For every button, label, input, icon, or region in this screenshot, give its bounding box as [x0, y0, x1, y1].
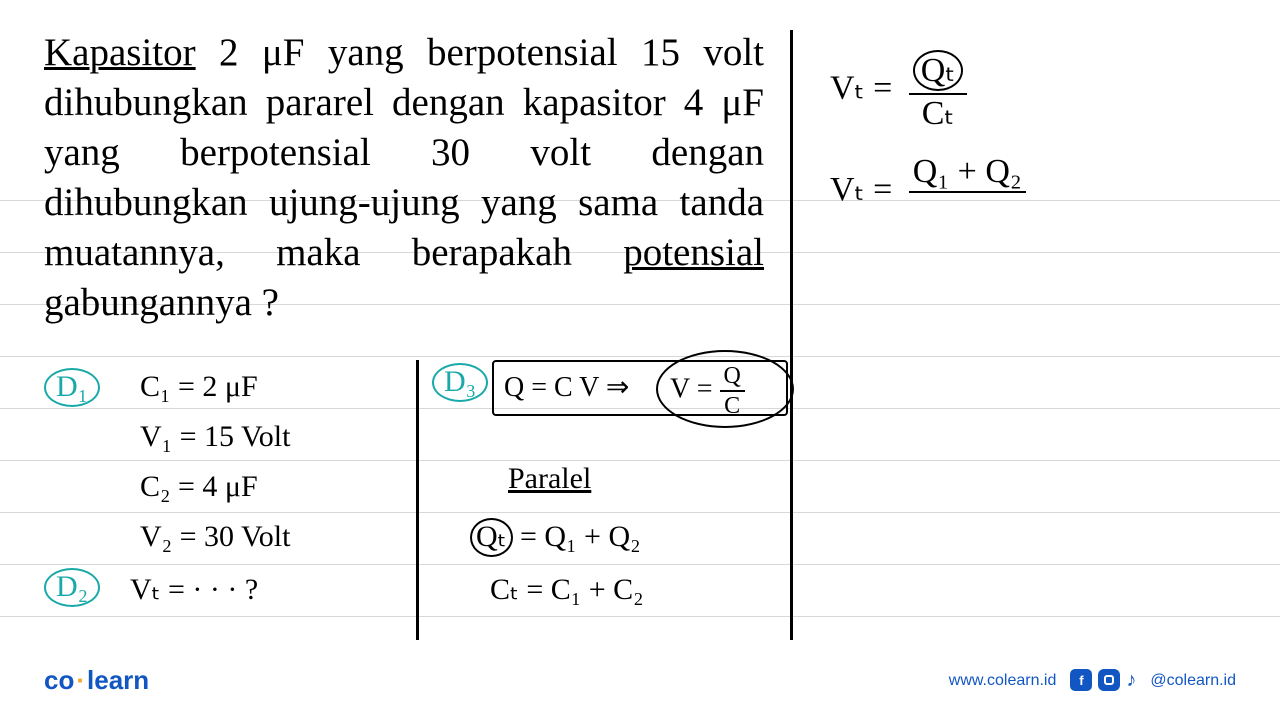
divider-2: [416, 360, 419, 640]
d3-formula-q: Q = C V ⇒: [504, 370, 629, 404]
problem-tail: gabungannya ?: [44, 281, 279, 324]
right-vt1: Vₜ = Qₜ Cₜ: [830, 50, 967, 131]
d3-ct: Cₜ = C₁ + C₂: [490, 572, 644, 607]
d1-v2: V₂ = 30 Volt: [140, 520, 290, 554]
d3-paralel: Paralel: [508, 462, 591, 496]
d3-label: D₃: [432, 363, 488, 402]
footer-right: www.colearn.id f ♪ @colearn.id: [949, 669, 1236, 692]
tiktok-icon: ♪: [1126, 669, 1136, 692]
d1-c2: C₂ = 4 μF: [140, 470, 258, 504]
problem-statement: Kapasitor 2 μF yang berpotensial 15 volt…: [44, 28, 764, 327]
d2-vt: Vₜ = · · · ?: [130, 572, 258, 607]
problem-keyword-2: potensial: [623, 231, 764, 274]
social-icons: f ♪: [1070, 669, 1136, 692]
facebook-icon: f: [1070, 669, 1092, 691]
d1-c1: C₁ = 2 μF: [140, 370, 258, 404]
colearn-logo: co·learn: [44, 665, 149, 696]
right-vt2: Vₜ = Q₁ + Q₂: [830, 155, 1026, 229]
footer: co·learn www.colearn.id f ♪ @colearn.id: [44, 665, 1236, 696]
instagram-icon: [1098, 669, 1120, 691]
d1-label: D₁: [44, 368, 100, 407]
footer-handle: @colearn.id: [1150, 672, 1236, 690]
footer-url: www.colearn.id: [949, 672, 1057, 690]
d2-label: D₂: [44, 568, 100, 607]
d3-v-circle: [656, 350, 794, 428]
d3-qt: Qₜ = Q₁ + Q₂: [470, 518, 641, 557]
d1-v1: V₁ = 15 Volt: [140, 420, 290, 454]
problem-keyword-1: Kapasitor: [44, 31, 196, 74]
divider-1: [790, 30, 793, 640]
